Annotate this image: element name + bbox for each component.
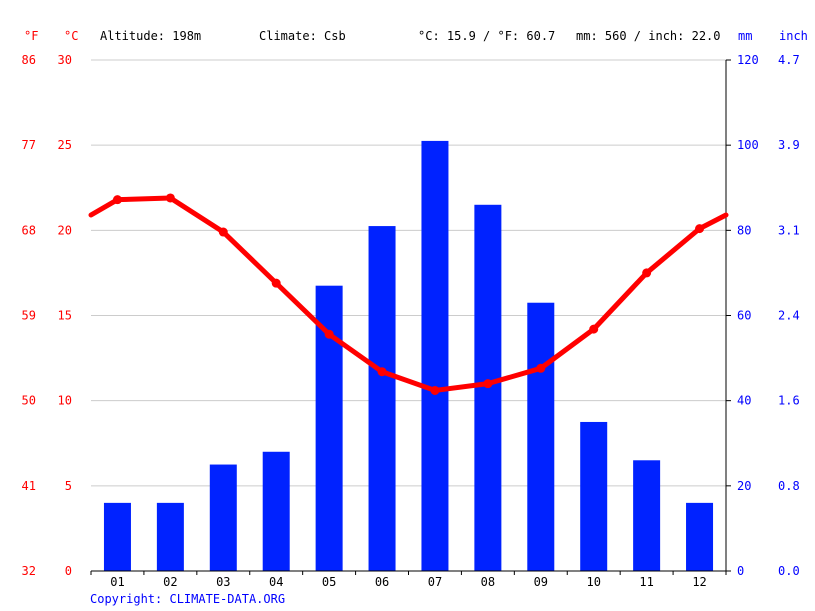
- x-tick-label: 10: [586, 575, 600, 589]
- y-tick-label-mm: 100: [737, 138, 759, 152]
- temperature-point: [536, 363, 546, 373]
- y-tick-label-inch: 4.7: [778, 53, 800, 67]
- temperature-line: [88, 195, 729, 393]
- x-tick-label: 08: [481, 575, 495, 589]
- y-tick-label-celsius: 30: [58, 53, 72, 67]
- y-tick-label-celsius: 5: [65, 479, 72, 493]
- y-tick-label-fahrenheit: 59: [22, 309, 36, 323]
- temperature-point: [642, 268, 652, 278]
- precipitation-bar: [103, 502, 131, 571]
- temperature-point: [695, 224, 705, 234]
- y-tick-label-fahrenheit: 68: [22, 223, 36, 237]
- x-tick-label: 09: [534, 575, 548, 589]
- average-temperature-label: °C: 15.9 / °F: 60.7: [418, 29, 556, 43]
- y-tick-label-fahrenheit: 77: [22, 138, 36, 152]
- y-tick-label-fahrenheit: 50: [22, 394, 36, 408]
- precipitation-bar: [262, 451, 290, 571]
- temperature-point: [430, 385, 440, 395]
- precipitation-bar: [580, 421, 608, 571]
- y-tick-label-inch: 0.8: [778, 479, 800, 493]
- temperature-point: [218, 227, 228, 237]
- x-tick-label: 12: [692, 575, 706, 589]
- x-tick-label: 04: [269, 575, 283, 589]
- y-tick-label-mm: 0: [737, 564, 744, 578]
- temperature-point: [112, 195, 122, 205]
- temperature-point: [589, 324, 599, 334]
- temperature-point: [324, 329, 334, 339]
- precipitation-bar: [527, 302, 555, 571]
- precipitation-bar: [156, 502, 184, 571]
- precipitation-bar: [633, 460, 661, 571]
- y-tick-label-fahrenheit: 32: [22, 564, 36, 578]
- precipitation-bar: [686, 502, 714, 571]
- inch-unit-label: inch: [779, 29, 808, 43]
- y-tick-label-inch: 3.9: [778, 138, 800, 152]
- x-tick-label: 01: [110, 575, 124, 589]
- y-tick-label-mm: 120: [737, 53, 759, 67]
- x-tick-label: 02: [163, 575, 177, 589]
- copyright-link[interactable]: Copyright: CLIMATE-DATA.ORG: [90, 592, 286, 606]
- x-tick-label: 11: [639, 575, 653, 589]
- climate-label: Climate: Csb: [259, 29, 346, 43]
- y-tick-label-mm: 20: [737, 479, 751, 493]
- x-tick-label: 05: [322, 575, 336, 589]
- y-tick-label-fahrenheit: 41: [22, 479, 36, 493]
- y-tick-label-fahrenheit: 86: [22, 53, 36, 67]
- precipitation-bar: [421, 140, 449, 572]
- total-precipitation-label: mm: 560 / inch: 22.0: [576, 29, 721, 43]
- celsius-unit-label: °C: [64, 29, 79, 43]
- temperature-point: [271, 278, 281, 288]
- y-tick-label-inch: 2.4: [778, 309, 800, 323]
- temperature-point: [483, 379, 493, 389]
- y-tick-label-celsius: 10: [58, 394, 72, 408]
- y-tick-label-mm: 40: [737, 394, 751, 408]
- altitude-label: Altitude: 198m: [100, 29, 202, 43]
- temperature-point: [377, 367, 387, 377]
- x-tick-label: 03: [216, 575, 230, 589]
- y-tick-label-inch: 3.1: [778, 223, 800, 237]
- precipitation-bar: [209, 464, 237, 571]
- y-tick-label-inch: 1.6: [778, 394, 800, 408]
- y-tick-label-celsius: 20: [58, 223, 72, 237]
- y-tick-label-mm: 60: [737, 309, 751, 323]
- y-tick-label-celsius: 15: [58, 309, 72, 323]
- y-tick-label-celsius: 25: [58, 138, 72, 152]
- y-tick-label-inch: 0.0: [778, 564, 800, 578]
- x-tick-label: 06: [375, 575, 389, 589]
- mm-unit-label: mm: [738, 29, 753, 43]
- precipitation-bar: [368, 226, 396, 571]
- y-tick-label-celsius: 0: [65, 564, 72, 578]
- temperature-point: [165, 193, 175, 203]
- y-tick-label-mm: 80: [737, 223, 751, 237]
- fahrenheit-unit-label: °F: [24, 29, 39, 43]
- x-tick-label: 07: [428, 575, 442, 589]
